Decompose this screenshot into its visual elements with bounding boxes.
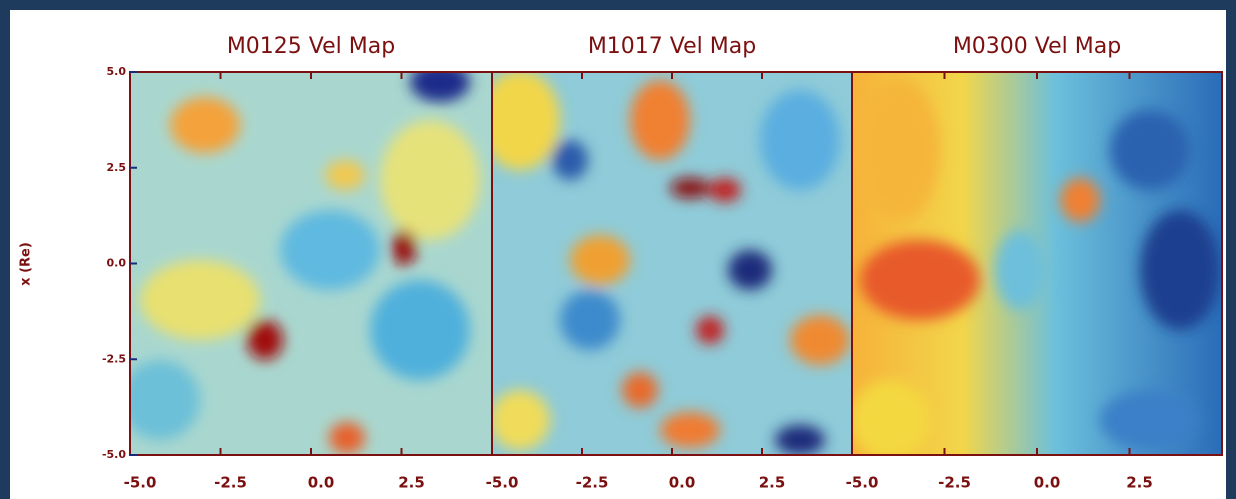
x-tick-label: 2.5 — [1126, 474, 1153, 492]
x-tick-label: -2.5 — [576, 474, 609, 492]
map-texture — [492, 72, 852, 455]
map-texture — [130, 72, 492, 455]
x-tick-label: 0.0 — [669, 474, 696, 492]
x-tick-label: 2.5 — [398, 474, 425, 492]
x-tick-label: -5.0 — [486, 474, 519, 492]
x-tick-label: 0.0 — [1034, 474, 1061, 492]
panel-title: M0125 Vel Map — [227, 34, 395, 59]
x-tick-label: -2.5 — [214, 474, 247, 492]
y-tick-label: 5.0 — [107, 65, 127, 78]
y-tick-label: -5.0 — [102, 448, 126, 461]
panel-title: M0300 Vel Map — [953, 34, 1121, 59]
x-tick-label: -5.0 — [124, 474, 157, 492]
panel-title: M1017 Vel Map — [588, 34, 756, 59]
y-axis-label: x (Re) — [19, 242, 34, 286]
map-texture — [852, 72, 1222, 455]
x-tick-label: 2.5 — [759, 474, 786, 492]
y-tick-label: -2.5 — [102, 352, 126, 365]
y-tick-label: 2.5 — [107, 161, 127, 174]
x-tick-label: -5.0 — [846, 474, 879, 492]
x-tick-label: 0.0 — [308, 474, 335, 492]
y-tick-label: 0.0 — [107, 257, 127, 270]
x-tick-label: -2.5 — [938, 474, 971, 492]
